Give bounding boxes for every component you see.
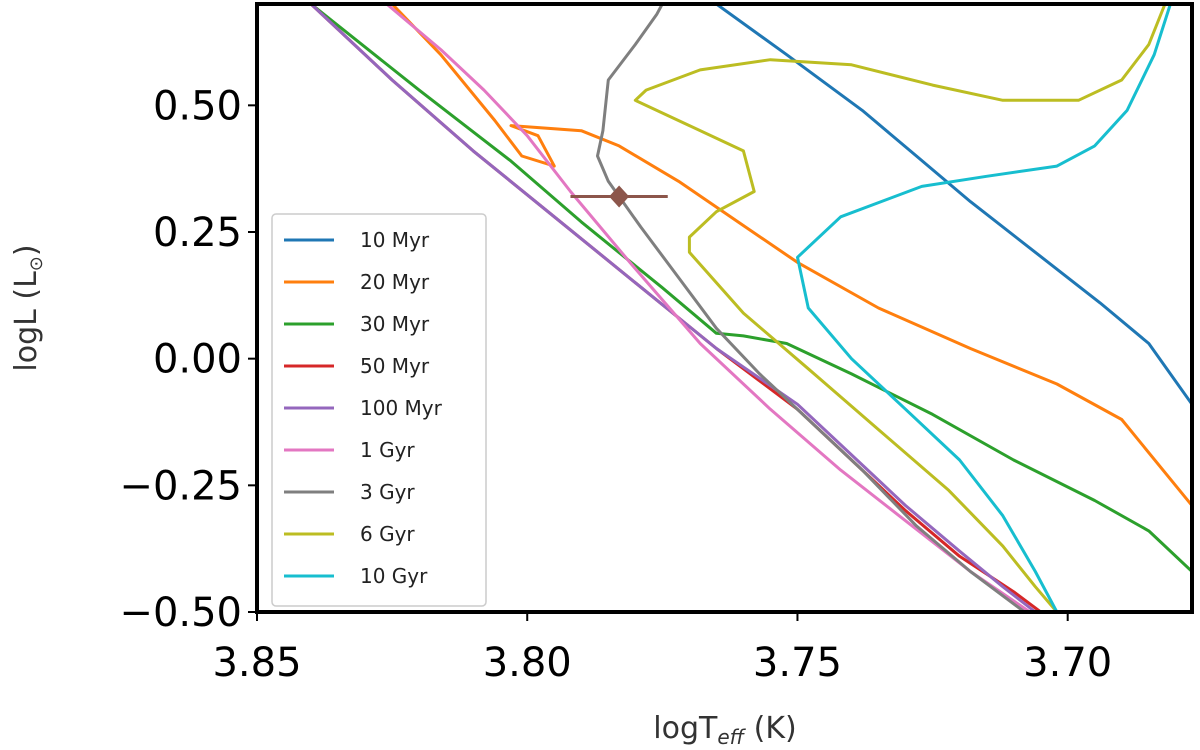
y-axis: 0.50 0.25 0.00 −0.25 −0.50 (119, 83, 257, 636)
legend: 10 Myr 20 Myr 30 Myr 50 Myr 100 Myr 1 Gyr 3 Gy… (271, 213, 487, 607)
series-line-10-gyr (796, 4, 1172, 612)
y-tick-label: −0.50 (119, 590, 242, 636)
series-line-20-myr (390, 4, 1192, 508)
x-axis-title-sub: eff (717, 725, 746, 749)
plot-frame (255, 2, 1194, 614)
y-axis-title-sub: ⊙ (26, 256, 47, 271)
series-layer (309, 4, 1192, 612)
y-tick-label: 0.50 (153, 83, 242, 129)
series-line-100-myr (309, 4, 1037, 612)
data-point-layer (570, 185, 668, 208)
x-tick-label: 3.85 (212, 640, 301, 686)
x-tick-label: 3.80 (483, 640, 572, 686)
series-line-30-myr (309, 4, 1192, 573)
series-line-10-myr (714, 4, 1192, 406)
legend-label-1-gyr: 1 Gyr (360, 438, 415, 462)
y-tick-label: 0.00 (153, 337, 242, 383)
legend-label-30-myr: 30 Myr (360, 312, 430, 336)
data-point-marker (609, 185, 630, 208)
y-axis-title: logL (L⊙) (9, 244, 47, 371)
x-axis-title-unit: (K) (744, 711, 797, 746)
series-line-3-gyr (596, 4, 1026, 612)
legend-label-100-myr: 100 Myr (360, 396, 443, 420)
legend-box (271, 213, 487, 607)
x-axis: 3.85 3.80 3.75 3.70 (212, 612, 1112, 686)
series-line-1-gyr (385, 4, 1032, 612)
y-tick-label: −0.25 (119, 463, 242, 509)
y-tick-label: 0.25 (153, 210, 242, 256)
legend-label-10-myr: 10 Myr (360, 228, 430, 252)
x-tick-label: 3.70 (1023, 640, 1112, 686)
x-axis-title-main: logT (653, 711, 718, 746)
legend-label-50-myr: 50 Myr (360, 354, 430, 378)
x-axis-title: logTeff (K) (653, 711, 796, 749)
legend-label-20-myr: 20 Myr (360, 270, 430, 294)
legend-label-3-gyr: 3 Gyr (360, 480, 415, 504)
series-line-6-gyr (633, 4, 1167, 612)
y-axis-title-main: logL (L (9, 271, 44, 372)
legend-label-6-gyr: 6 Gyr (360, 522, 415, 546)
legend-label-10-gyr: 10 Gyr (360, 564, 428, 588)
x-tick-label: 3.75 (753, 640, 842, 686)
y-axis-title-end: ) (9, 244, 44, 256)
